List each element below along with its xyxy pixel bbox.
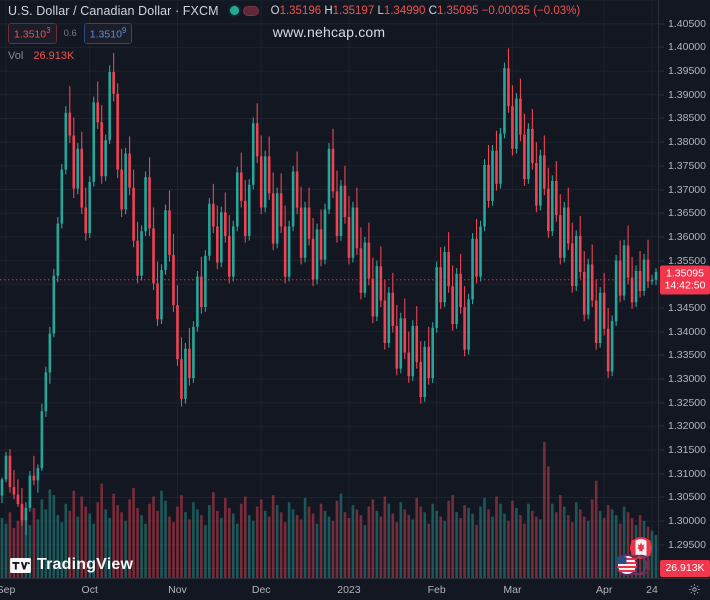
price-tick-mark [659,165,664,167]
time-tick-label: Mar [503,584,522,596]
gear-icon[interactable] [688,583,701,596]
price-tick-mark [659,117,664,119]
time-tick-label: Dec [251,584,271,596]
canada-flag-icon[interactable] [630,537,652,559]
price-tick-label: 1.36500 [668,207,706,220]
time-tick-label: Oct [81,584,98,596]
price-tick-mark [659,473,664,475]
price-tick-label: 1.33500 [668,349,706,362]
price-tick-mark [659,46,664,48]
price-tick-label: 1.37000 [668,183,706,196]
time-axis[interactable]: Sep Oct Nov Dec 2023 Feb Mar Apr 24 [0,578,710,600]
price-tick-label: 1.29500 [668,538,706,551]
price-tick-mark [659,141,664,143]
usd-flag-stack-icon[interactable] [616,554,650,576]
price-line-overlay [0,279,658,281]
current-price-value: 1.35095 [666,267,704,280]
time-tick-label: Nov [168,584,187,596]
current-price-time: 14:42:50 [664,279,706,292]
price-tick-mark [659,520,664,522]
price-axis[interactable]: 1.35095 14:42:50 26.913K 1.40500 1.40000 1… [658,0,710,578]
price-tick-mark [659,402,664,404]
price-tick-label: 1.30000 [668,515,706,528]
price-tick-label: 1.40500 [668,17,706,30]
price-tick-mark [659,354,664,356]
price-tick-label: 1.38000 [668,136,706,149]
price-tick-mark [659,449,664,451]
price-tick-label: 1.33000 [668,373,706,386]
volume-tag: 26.913K [660,560,710,577]
price-tick-label: 1.39000 [668,88,706,101]
price-tick-label: 1.39500 [668,65,706,78]
time-tick-label: 24 [646,584,658,596]
price-tick-mark [659,23,664,25]
price-tick-label: 1.36000 [668,230,706,243]
price-tick-mark [659,331,664,333]
price-tick-label: 1.31500 [668,444,706,457]
price-tick-label: 1.31000 [668,467,706,480]
price-tick-label: 1.32500 [668,396,706,409]
price-tick-label: 1.34500 [668,301,706,314]
price-tick-label: 1.32000 [668,420,706,433]
time-tick-label: Feb [427,584,446,596]
price-tick-mark [659,307,664,309]
time-tick-label: Sep [0,584,16,596]
time-tick-label: 2023 [337,584,361,596]
price-tick-label: 1.35500 [668,254,706,267]
price-tick-label: 1.34000 [668,325,706,338]
price-tick-mark [659,544,664,546]
price-tick-mark [659,378,664,380]
candlestick-series [0,48,658,578]
price-tick-mark [659,260,664,262]
price-tick-mark [659,236,664,238]
price-tick-mark [659,70,664,72]
price-tick-mark [659,189,664,190]
price-tick-mark [659,425,664,427]
price-tick-mark [659,496,664,498]
price-tick-mark [659,212,664,214]
price-tick-label: 1.40000 [668,41,706,54]
chart-plot-area[interactable] [0,0,658,578]
current-price-tag: 1.35095 14:42:50 [660,265,710,295]
time-tick-label: Apr [595,584,613,596]
price-tick-label: 1.37500 [668,159,706,172]
price-tick-label: 1.38500 [668,112,706,125]
price-tick-label: 1.30500 [668,491,706,504]
price-tick-mark [659,94,664,96]
